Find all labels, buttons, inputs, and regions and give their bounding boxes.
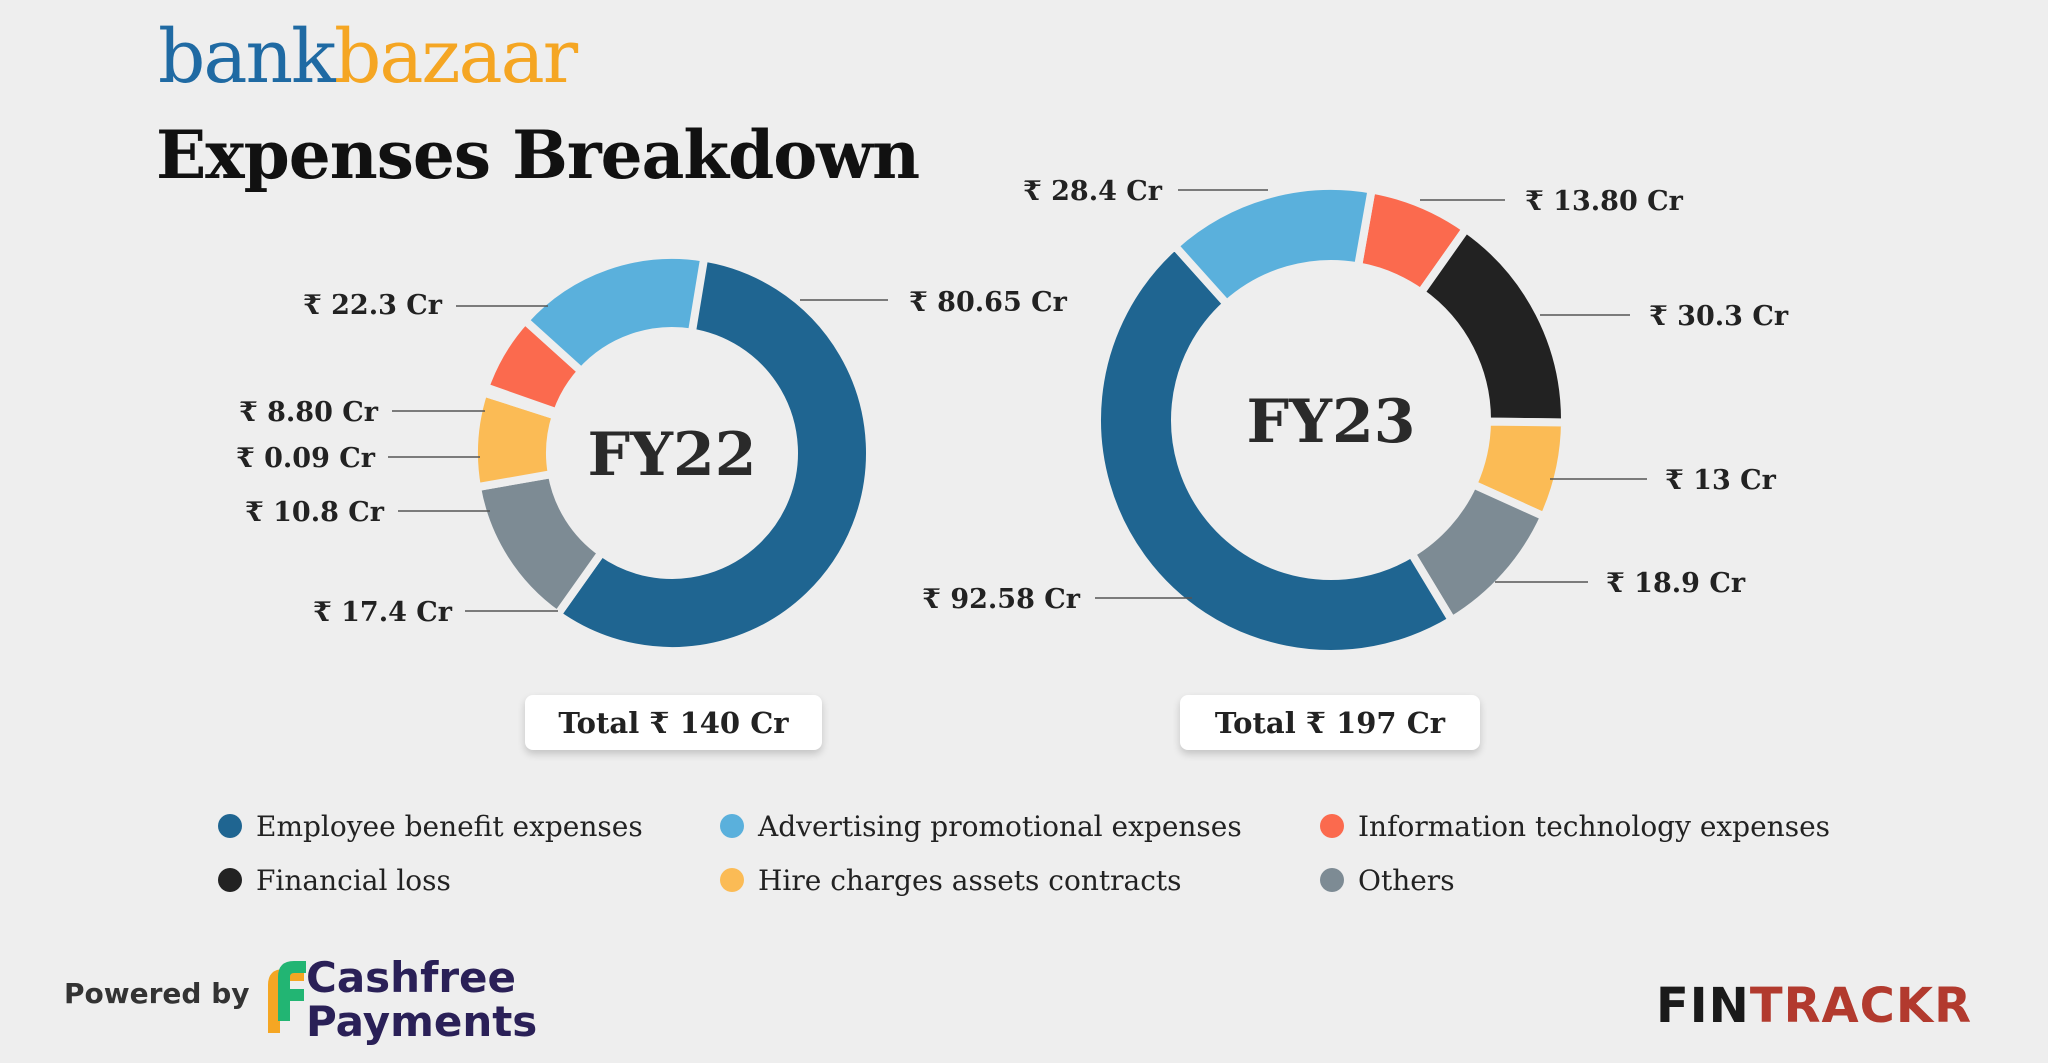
legend-item-others: Others: [1320, 862, 1840, 898]
fy23-total-label: Total ₹ 197 Cr: [1214, 705, 1446, 740]
fy23-data-label: ₹ 18.9 Cr: [1606, 568, 1746, 599]
fy23-center-label: FY23: [1247, 387, 1416, 457]
fy23-data-label: ₹ 28.4 Cr: [1023, 176, 1163, 207]
fy22-total-box: Total ₹ 140 Cr: [525, 695, 822, 750]
legend-dot-advertising: [720, 814, 744, 838]
fy23-data-label: ₹ 92.58 Cr: [922, 584, 1081, 615]
legend-label-others: Others: [1358, 863, 1455, 897]
cashfree-wordmark: Cashfree Payments: [306, 956, 537, 1044]
powered-by-text: Powered by: [64, 977, 250, 1010]
legend: Employee benefit expenses Advertising pr…: [218, 808, 1878, 898]
legend-dot-employee: [218, 814, 242, 838]
fy23-slice-advertising-promotional-expenses: [1170, 182, 1376, 308]
bankbazaar-logo: bankbazaar: [158, 20, 578, 94]
legend-item-advertising: Advertising promotional expenses: [720, 808, 1320, 844]
fintrackr-logo: FINTRACKR: [1656, 978, 1972, 1034]
legend-label-advertising: Advertising promotional expenses: [758, 809, 1242, 843]
legend-label-it: Information technology expenses: [1358, 809, 1831, 843]
cashfree-logo-icon: [268, 961, 306, 1033]
legend-label-financial-loss: Financial loss: [256, 863, 451, 897]
fy22-slice-advertising-promotional-expenses: [520, 251, 709, 376]
fy23-data-label: ₹ 13.80 Cr: [1525, 186, 1684, 217]
fy22-data-label: ₹ 80.65 Cr: [909, 287, 1068, 318]
fy23-data-label: ₹ 30.3 Cr: [1649, 301, 1789, 332]
fintrackr-part1: FIN: [1656, 978, 1750, 1034]
legend-item-employee: Employee benefit expenses: [218, 808, 720, 844]
brand-part2: bazaar: [334, 14, 578, 100]
legend-dot-hire: [720, 868, 744, 892]
fintrackr-part2: TRACKR: [1749, 978, 1973, 1034]
fy22-total-label: Total ₹ 140 Cr: [558, 705, 789, 740]
legend-dot-financial-loss: [218, 868, 242, 892]
legend-label-hire: Hire charges assets contracts: [758, 863, 1182, 897]
legend-label-employee: Employee benefit expenses: [256, 809, 643, 843]
legend-dot-it: [1320, 814, 1344, 838]
fy22-center-label: FY22: [588, 420, 757, 490]
fy22-slice-employee-benefit-expenses: [553, 252, 874, 655]
page-title: Expenses Breakdown: [156, 116, 920, 194]
fy22-data-label: ₹ 17.4 Cr: [313, 597, 453, 628]
fy23-slice-financial-loss: [1416, 224, 1569, 427]
fy23-total-box: Total ₹ 197 Cr: [1180, 695, 1480, 750]
cashfree-line2: Payments: [306, 997, 538, 1046]
fy23-slice-employee-benefit-expenses: [1093, 241, 1456, 658]
legend-item-financial-loss: Financial loss: [218, 862, 720, 898]
legend-item-it: Information technology expenses: [1320, 808, 1840, 844]
legend-item-hire: Hire charges assets contracts: [720, 862, 1320, 898]
fy22-data-label: ₹ 0.09 Cr: [236, 443, 376, 474]
fy22-data-label: ₹ 8.80 Cr: [239, 397, 379, 428]
fy23-data-label: ₹ 13 Cr: [1665, 465, 1777, 496]
fy22-data-label: ₹ 10.8 Cr: [245, 497, 385, 528]
legend-dot-others: [1320, 868, 1344, 892]
cashfree-line1: Cashfree: [306, 953, 517, 1002]
fy22-data-label: ₹ 22.3 Cr: [303, 290, 443, 321]
brand-part1: bank: [158, 14, 336, 100]
